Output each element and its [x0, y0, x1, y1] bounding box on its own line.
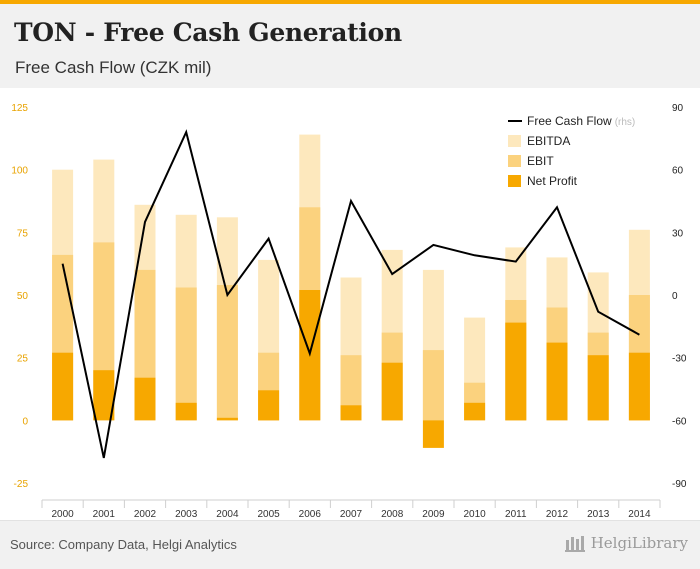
bar-net-profit-2004: [217, 418, 238, 421]
chart-footer: Source: Company Data, Helgi Analytics He…: [0, 520, 700, 569]
bar-net-profit-2014: [629, 353, 650, 421]
bar-net-profit-2008: [382, 363, 403, 421]
x-tick-label-2013: 2013: [587, 509, 610, 520]
bar-net-profit-2005: [258, 390, 279, 420]
left-tick-label: -25: [14, 479, 29, 490]
bar-ebit-2004: [217, 285, 238, 420]
x-tick-label-2002: 2002: [134, 509, 157, 520]
bar-net-profit-2013: [588, 355, 609, 420]
brand-logo[interactable]: HelgiLibrary: [565, 534, 688, 552]
bar-ebit-2003: [176, 288, 197, 421]
left-tick-label: 100: [11, 166, 28, 177]
brand-name: HelgiLibrary: [591, 534, 688, 552]
legend-swatch-ebit: [508, 155, 521, 167]
bar-ebit-2009: [423, 350, 444, 420]
bar-net-profit-2012: [547, 343, 568, 421]
bar-net-profit-2007: [341, 405, 362, 420]
library-icon: [565, 534, 585, 552]
x-tick-label-2009: 2009: [422, 509, 445, 520]
right-tick-label: -90: [672, 479, 687, 490]
legend-swatch-ebitda: [508, 135, 521, 147]
left-tick-label: 0: [22, 416, 28, 427]
x-tick-label-2010: 2010: [463, 509, 486, 520]
right-tick-label: -60: [672, 416, 687, 427]
right-tick-label: 0: [672, 291, 678, 302]
legend-swatch-net_profit: [508, 175, 521, 187]
legend-label-ebit: EBIT: [527, 154, 554, 168]
x-tick-label-2001: 2001: [93, 509, 116, 520]
x-tick-label-2011: 2011: [505, 509, 527, 520]
left-tick-label: 25: [17, 354, 29, 365]
legend-label-fcf_line: Free Cash Flow(rhs): [527, 114, 635, 128]
left-tick-label: 125: [11, 103, 28, 114]
left-tick-label: 50: [17, 291, 29, 302]
x-tick-label-2000: 2000: [51, 509, 74, 520]
x-tick-label-2005: 2005: [257, 509, 280, 520]
legend-label-ebitda: EBITDA: [527, 134, 570, 148]
x-tick-label-2006: 2006: [299, 509, 322, 520]
free-cash-chart: -25 0 25 50 75 100 125 -90 -60 -30 0 30 60 90 2000 2001…: [0, 0, 700, 520]
bar-net-profit-2002: [135, 378, 156, 421]
x-tick-label-2014: 2014: [628, 509, 651, 520]
bar-net-profit-2010: [464, 403, 485, 421]
right-tick-label: 90: [672, 103, 684, 114]
x-tick-label-2004: 2004: [216, 509, 239, 520]
right-tick-label: 30: [672, 228, 684, 239]
bar-net-profit-2011: [505, 323, 526, 421]
bar-net-profit-2009: [423, 420, 444, 448]
x-tick-label-2008: 2008: [381, 509, 404, 520]
x-tick-label-2003: 2003: [175, 509, 198, 520]
bar-net-profit-2000: [52, 353, 73, 421]
bar-net-profit-2003: [176, 403, 197, 421]
left-tick-label: 75: [17, 228, 29, 239]
legend-suffix: (rhs): [615, 117, 636, 128]
legend-label-net_profit: Net Profit: [527, 174, 578, 188]
source-note: Source: Company Data, Helgi Analytics: [10, 537, 237, 552]
right-tick-label: -30: [672, 354, 687, 365]
x-tick-label-2007: 2007: [340, 509, 363, 520]
right-tick-label: 60: [672, 166, 684, 177]
x-tick-label-2012: 2012: [546, 509, 569, 520]
